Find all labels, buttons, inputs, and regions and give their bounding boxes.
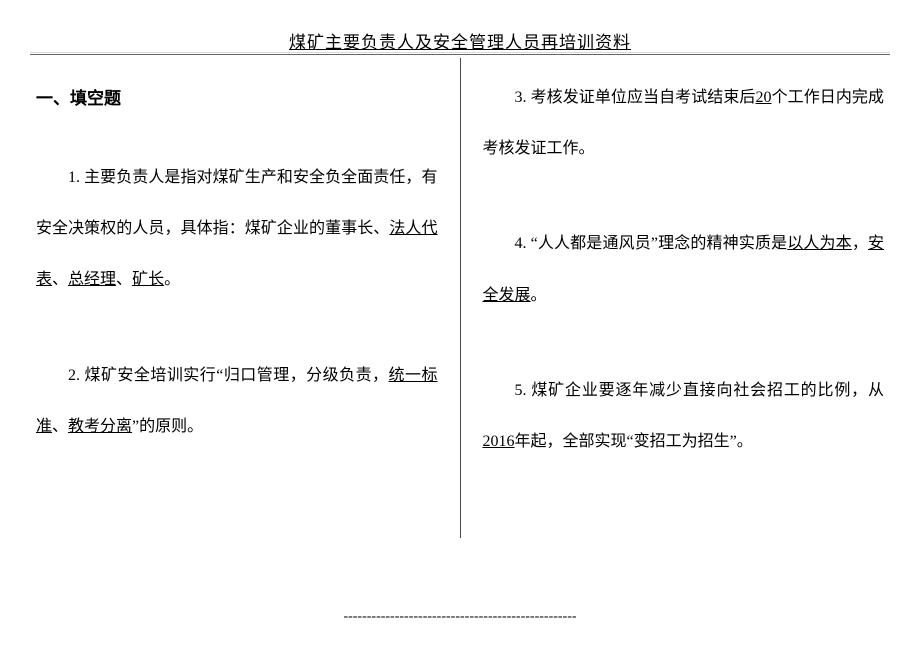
- q2-text-3: ”的原则。: [132, 418, 203, 435]
- q4-blank-1: 以人为本: [787, 235, 852, 252]
- q3-text-1: 3. 考核发证单位应当自考试结束后: [515, 89, 756, 106]
- q1-text-1: 1. 主要负责人是指对煤矿生产和安全负全面责任，有安全决策权的人员，具体指：煤矿…: [36, 169, 438, 237]
- q1-blank-3: 矿长: [132, 271, 164, 288]
- question-5: 5. 煤矿企业要逐年减少直接向社会招工的比例，从 2016年起，全部实现“变招工为…: [483, 365, 885, 467]
- q1-blank-2: 总经理: [68, 271, 116, 288]
- q1-text-4: 。: [164, 271, 180, 288]
- section-title: 一、填空题: [36, 82, 438, 116]
- question-4: 4. “人人都是通风员”理念的精神实质是以人为本，安全发展。: [483, 218, 885, 320]
- q4-text-2: ，: [852, 235, 868, 252]
- q2-blank-2: 教考分离: [68, 418, 132, 435]
- column-divider: [460, 58, 461, 538]
- column-right: 3. 考核发证单位应当自考试结束后20个工作日内完成考核发证工作。 4. “人人…: [461, 58, 891, 538]
- q5-blank-1: 2016: [483, 433, 515, 450]
- header-rule: [30, 54, 890, 55]
- q5-text-1: 5. 煤矿企业要逐年减少直接向社会招工的比例，从: [515, 382, 885, 399]
- question-2: 2. 煤矿安全培训实行“归口管理，分级负责，统一标准、教考分离”的原则。: [36, 350, 438, 452]
- q2-text-2: 、: [52, 418, 68, 435]
- question-1: 1. 主要负责人是指对煤矿生产和安全负全面责任，有安全决策权的人员，具体指：煤矿…: [36, 152, 438, 306]
- question-3: 3. 考核发证单位应当自考试结束后20个工作日内完成考核发证工作。: [483, 72, 885, 174]
- q1-text-2: 、: [52, 271, 68, 288]
- q2-text-1: 2. 煤矿安全培训实行“归口管理，分级负责，: [68, 367, 389, 384]
- footer-dashes: ----------------------------------------…: [0, 609, 920, 625]
- header: 煤矿主要负责人及安全管理人员再培训资料: [30, 28, 890, 58]
- column-left: 一、填空题 1. 主要负责人是指对煤矿生产和安全负全面责任，有安全决策权的人员，…: [30, 58, 460, 538]
- page-title: 煤矿主要负责人及安全管理人员再培训资料: [30, 28, 890, 53]
- q5-text-2: 年起，全部实现“变招工为招生”。: [515, 433, 753, 450]
- content-columns: 一、填空题 1. 主要负责人是指对煤矿生产和安全负全面责任，有安全决策权的人员，…: [30, 58, 890, 538]
- q4-text-3: 。: [531, 287, 547, 304]
- page: 煤矿主要负责人及安全管理人员再培训资料 一、填空题 1. 主要负责人是指对煤矿生…: [0, 0, 920, 651]
- header-rule-shadow: [30, 52, 890, 53]
- q4-text-1: 4. “人人都是通风员”理念的精神实质是: [515, 235, 788, 252]
- q1-text-3: 、: [116, 271, 132, 288]
- q3-blank-1: 20: [756, 89, 772, 106]
